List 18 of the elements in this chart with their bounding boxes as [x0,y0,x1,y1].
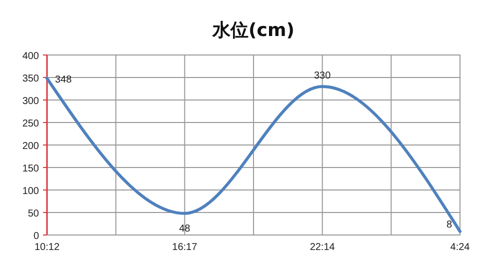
data-label: 8 [446,219,452,230]
y-tick-label: 300 [22,96,40,107]
x-tick-label: 16:17 [172,242,198,253]
x-tick-label: 10:12 [34,242,60,253]
y-tick-label: 250 [22,118,40,130]
data-label: 330 [314,70,332,82]
x-tick-label: 4:24 [450,242,470,253]
y-tick-label: 200 [22,141,40,152]
y-tick-label: 100 [22,186,40,197]
y-tick-label: 150 [22,164,40,174]
data-label: 348 [55,74,72,86]
data-label: 48 [179,223,191,234]
y-tick-label: 50 [28,208,40,220]
chart-title: 水位(cm) [212,20,294,41]
x-tick-label: 22:14 [310,242,336,253]
y-tick-label: 400 [22,51,40,62]
y-tick-label: 0 [33,231,40,242]
y-tick-label: 350 [22,74,40,84]
